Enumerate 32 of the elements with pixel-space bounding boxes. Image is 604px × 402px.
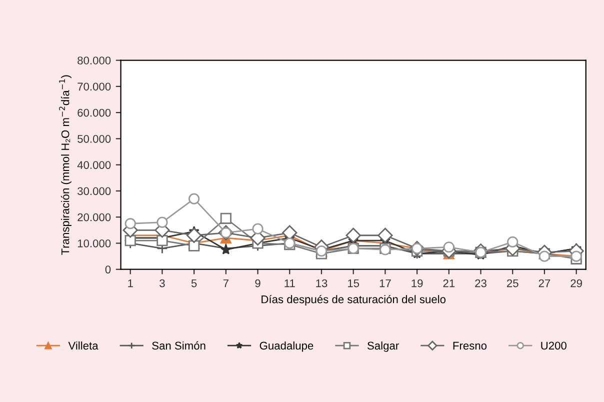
x-tick-label: 13: [316, 279, 328, 288]
legend-label: Guadalupe: [260, 341, 314, 352]
legend-label: Fresno: [453, 342, 487, 350]
legend-label: Villeta: [68, 341, 98, 350]
x-tick-label: 17: [380, 279, 391, 288]
y-tick-label: 20.000: [78, 213, 111, 222]
x-axis-title: Días después de saturación del suelo: [262, 294, 446, 306]
x-tick-label: 27: [538, 279, 550, 288]
x-tick-label: 5: [191, 279, 197, 288]
y-tick-label: 10.000: [78, 239, 111, 248]
x-tick-label: 23: [475, 279, 486, 288]
y-tick-label: 0: [105, 266, 111, 274]
legend-label: San Simón: [152, 341, 206, 350]
y-tick-label: 70.000: [78, 82, 111, 91]
x-tick-label: 3: [160, 279, 165, 288]
x-tick-label: 21: [443, 279, 455, 288]
x-tick-label: 15: [348, 279, 360, 288]
x-tick-label: 19: [412, 279, 423, 288]
legend-label: Salgar: [367, 341, 399, 352]
x-tick-label: 25: [506, 279, 518, 288]
x-tick-label: 7: [223, 279, 228, 288]
y-tick-label: 40.000: [77, 161, 111, 169]
y-tick-label: 60.000: [78, 108, 111, 117]
y-tick-label: 80.000: [78, 56, 111, 64]
x-tick-label: 11: [284, 279, 295, 288]
y-tick-label: 30.000: [78, 187, 111, 196]
legend-label: U200: [541, 342, 566, 350]
y-axis-title: Transpiración (mmol H₂O m$^{−2}$día$^{−1}$): [59, 75, 72, 255]
x-tick-label: 29: [570, 279, 582, 288]
x-tick-label: 1: [128, 279, 133, 288]
y-tick-label: 50.000: [78, 134, 111, 143]
x-tick-label: 9: [255, 279, 260, 288]
